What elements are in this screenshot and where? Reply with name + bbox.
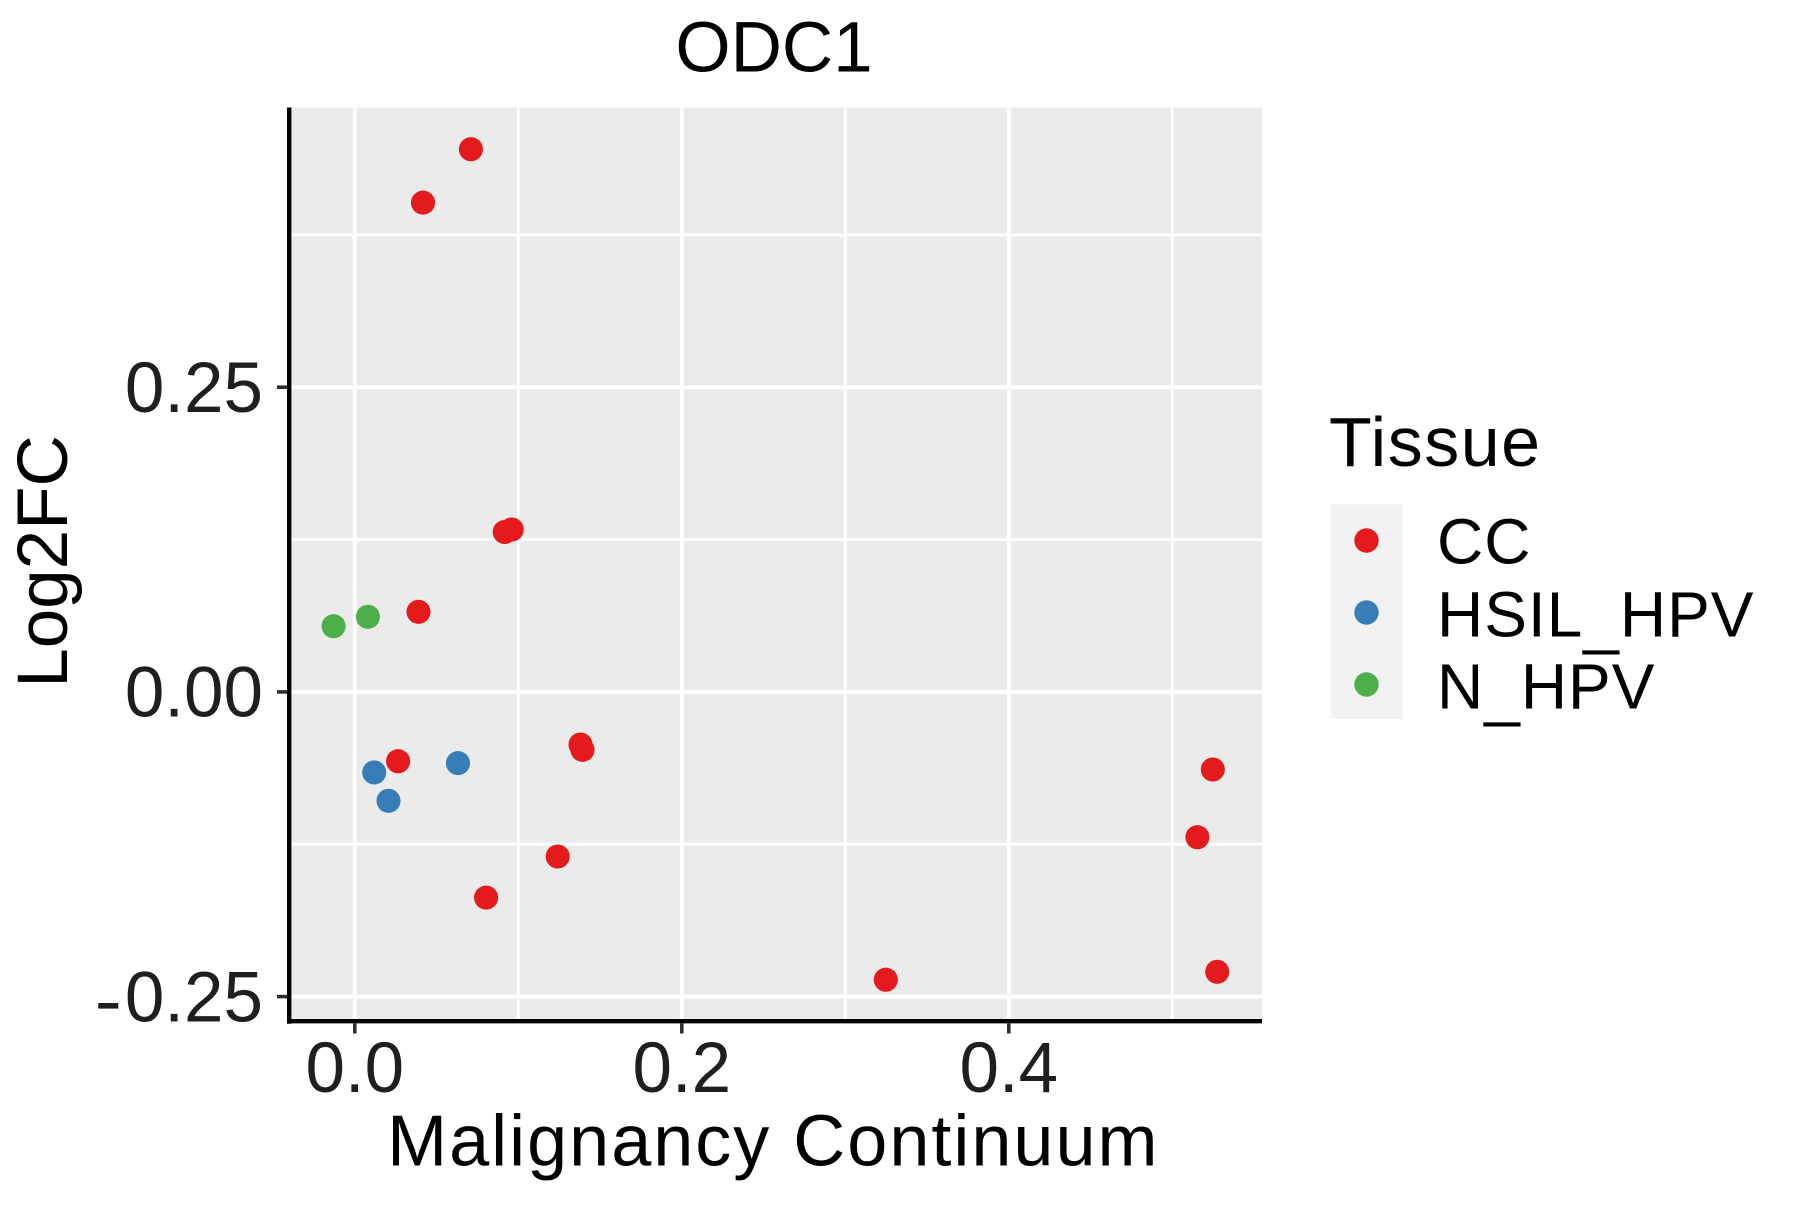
svg-text:CC: CC bbox=[1437, 506, 1531, 578]
svg-text:N_HPV: N_HPV bbox=[1437, 651, 1655, 729]
svg-text:Malignancy Continuum: Malignancy Continuum bbox=[387, 1102, 1159, 1182]
svg-text:0.00: 0.00 bbox=[125, 654, 263, 733]
svg-text:Tissue: Tissue bbox=[1329, 403, 1542, 481]
svg-text:0.25: 0.25 bbox=[125, 349, 263, 428]
svg-text:0.4: 0.4 bbox=[959, 1029, 1058, 1108]
svg-text:0.0: 0.0 bbox=[305, 1029, 404, 1108]
svg-text:0.2: 0.2 bbox=[632, 1029, 731, 1108]
svg-text:Log2FC: Log2FC bbox=[4, 435, 83, 688]
svg-text:ODC1: ODC1 bbox=[675, 8, 872, 87]
svg-text:0.25: 0.25 bbox=[125, 958, 263, 1037]
svg-text:HSIL_HPV: HSIL_HPV bbox=[1437, 579, 1754, 657]
